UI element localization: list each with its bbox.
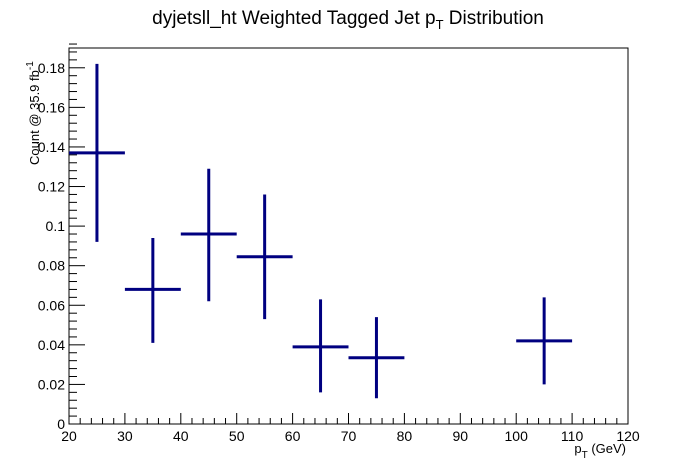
y-tick-label: 0.18 — [38, 60, 65, 76]
chart-title: dyjetsll_ht Weighted Tagged Jet pT Distr… — [152, 8, 544, 32]
chart-title-tail: Distribution — [444, 8, 544, 29]
y-tick-label: 0.06 — [38, 297, 65, 313]
x-tick-label: 30 — [117, 428, 133, 444]
data-point — [236, 194, 293, 320]
y-tick-label: 0.04 — [38, 337, 65, 353]
x-tick-label: 120 — [616, 428, 640, 444]
tick-labels: 20 30 40 50 60 70 80 90 100 110 120 0 0.02 0.04 0.06 0.… — [38, 60, 640, 444]
x-tick-label: 60 — [285, 428, 301, 444]
y-axis-label-superscript: -1 — [25, 61, 36, 70]
x-tick-label: 100 — [505, 428, 529, 444]
x-tick-label: 90 — [453, 428, 469, 444]
x-tick-label: 20 — [61, 428, 77, 444]
y-tick-label: 0.1 — [46, 218, 66, 234]
y-tick-label: 0.12 — [38, 179, 65, 195]
data-point — [348, 317, 405, 399]
x-axis-label: pT (GeV) — [574, 441, 626, 461]
data-marks — [69, 63, 573, 399]
data-point — [124, 237, 181, 343]
x-axis-label-subscript: T — [582, 450, 588, 461]
chart-title-subscript: T — [436, 17, 444, 32]
x-tick-label: 70 — [341, 428, 357, 444]
data-point — [292, 299, 349, 393]
y-tick-label: 0.14 — [38, 139, 65, 155]
x-tick-label: 40 — [173, 428, 189, 444]
data-point — [516, 297, 573, 385]
x-axis-label-tail: (GeV) — [588, 441, 626, 456]
data-point — [69, 63, 125, 242]
y-tick-label: 0 — [57, 416, 65, 432]
y-tick-label: 0.02 — [38, 376, 65, 392]
x-tick-label: 80 — [397, 428, 413, 444]
y-tick-label: 0.08 — [38, 258, 65, 274]
data-point — [180, 168, 237, 302]
axis-ticks — [68, 43, 629, 425]
y-tick-label: 0.16 — [38, 99, 65, 115]
x-tick-label: 110 — [561, 428, 584, 444]
y-axis-label: Count @ 35.9 fb-1 — [25, 61, 42, 165]
x-tick-label: 50 — [229, 428, 245, 444]
